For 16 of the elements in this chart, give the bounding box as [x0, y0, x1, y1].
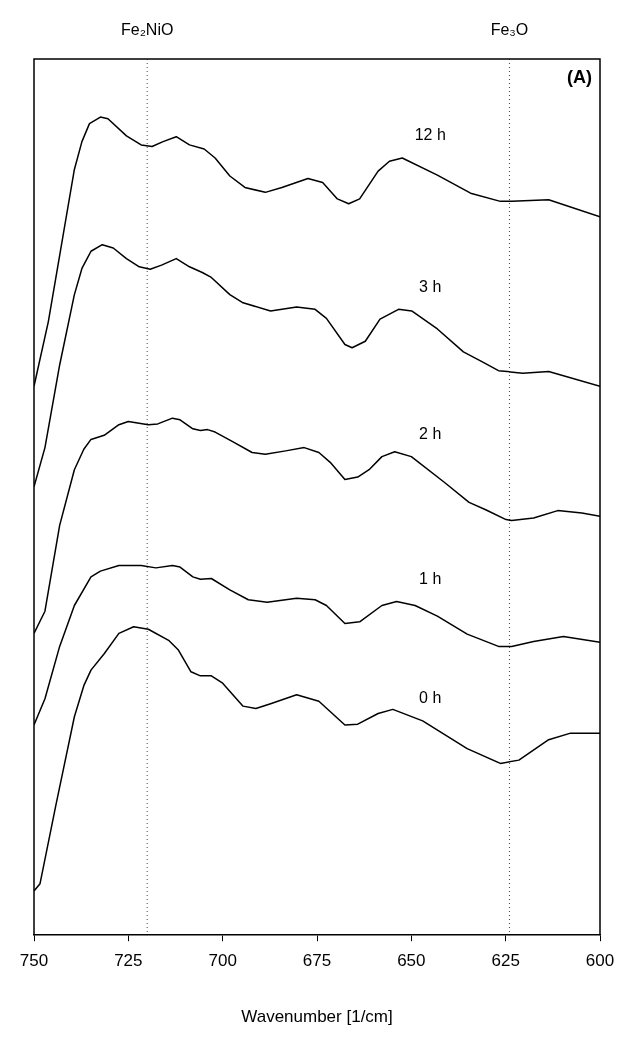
- text: (A): [567, 66, 592, 87]
- series-label: 3 h: [419, 277, 442, 295]
- x-tick-label: 675: [302, 951, 332, 971]
- series-label: 12 h: [414, 126, 446, 144]
- x-axis-title: Wavenumber [1/cm]: [241, 1007, 393, 1027]
- series-label: 0 h: [419, 689, 442, 707]
- x-tick-label: 750: [19, 951, 49, 971]
- series-label: 2 h: [419, 425, 442, 443]
- ref-line-label: Fe₃O: [490, 21, 529, 39]
- x-tick-label: 650: [397, 951, 426, 971]
- x-tick-label: 700: [208, 951, 237, 971]
- x-tick-label: 625: [491, 951, 520, 971]
- ref-line-label: Fe₂NiO: [120, 21, 174, 39]
- x-tick-label: 600: [585, 951, 615, 971]
- series-label: 1 h: [419, 569, 442, 587]
- x-tick-label: 725: [114, 951, 143, 971]
